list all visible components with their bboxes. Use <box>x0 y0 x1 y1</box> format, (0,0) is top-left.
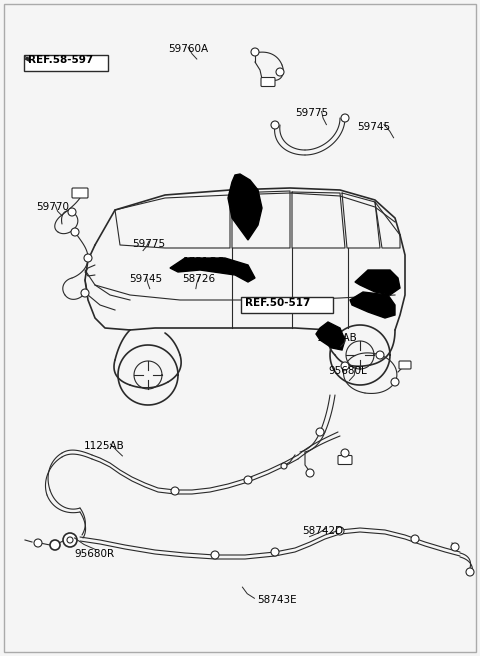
Text: 59775: 59775 <box>295 108 328 119</box>
Polygon shape <box>170 258 255 282</box>
Circle shape <box>411 535 419 543</box>
Circle shape <box>71 228 79 236</box>
Text: 59745: 59745 <box>130 274 163 285</box>
Circle shape <box>271 548 279 556</box>
FancyBboxPatch shape <box>261 77 275 87</box>
FancyBboxPatch shape <box>399 361 411 369</box>
Text: 59745: 59745 <box>358 121 391 132</box>
Polygon shape <box>355 270 400 295</box>
Circle shape <box>84 254 92 262</box>
Circle shape <box>63 533 77 547</box>
Text: 58726: 58726 <box>182 274 216 285</box>
Circle shape <box>171 487 179 495</box>
Circle shape <box>451 543 459 551</box>
FancyBboxPatch shape <box>72 188 88 198</box>
Text: 95680L: 95680L <box>329 365 368 376</box>
Circle shape <box>341 449 349 457</box>
Text: 58743E: 58743E <box>257 595 297 605</box>
Circle shape <box>81 289 89 297</box>
Circle shape <box>341 362 349 370</box>
Circle shape <box>306 469 314 477</box>
Text: 59775: 59775 <box>132 239 165 249</box>
Circle shape <box>67 537 73 543</box>
Circle shape <box>336 527 344 535</box>
Circle shape <box>50 540 60 550</box>
Circle shape <box>466 568 474 576</box>
Text: 59770: 59770 <box>36 202 69 213</box>
Text: 95680R: 95680R <box>74 549 115 560</box>
Circle shape <box>271 121 279 129</box>
Circle shape <box>68 208 76 216</box>
Circle shape <box>211 551 219 559</box>
Text: REF.50-517: REF.50-517 <box>245 298 310 308</box>
Circle shape <box>341 114 349 122</box>
Text: 1125AB: 1125AB <box>317 333 358 343</box>
Text: REF.58-597: REF.58-597 <box>28 55 93 66</box>
FancyBboxPatch shape <box>241 297 334 314</box>
Polygon shape <box>316 322 345 350</box>
Polygon shape <box>228 174 262 240</box>
FancyBboxPatch shape <box>24 55 108 72</box>
FancyBboxPatch shape <box>338 455 352 464</box>
Circle shape <box>376 351 384 359</box>
Polygon shape <box>350 292 395 318</box>
Circle shape <box>251 48 259 56</box>
Circle shape <box>276 68 284 76</box>
Text: 59760A: 59760A <box>168 44 208 54</box>
Circle shape <box>281 463 287 469</box>
Text: 1125AB: 1125AB <box>84 441 125 451</box>
Circle shape <box>316 428 324 436</box>
Circle shape <box>34 539 42 547</box>
Circle shape <box>244 476 252 484</box>
Circle shape <box>391 378 399 386</box>
Text: 1751GC: 1751GC <box>182 257 225 268</box>
Text: 58742D: 58742D <box>302 526 344 537</box>
